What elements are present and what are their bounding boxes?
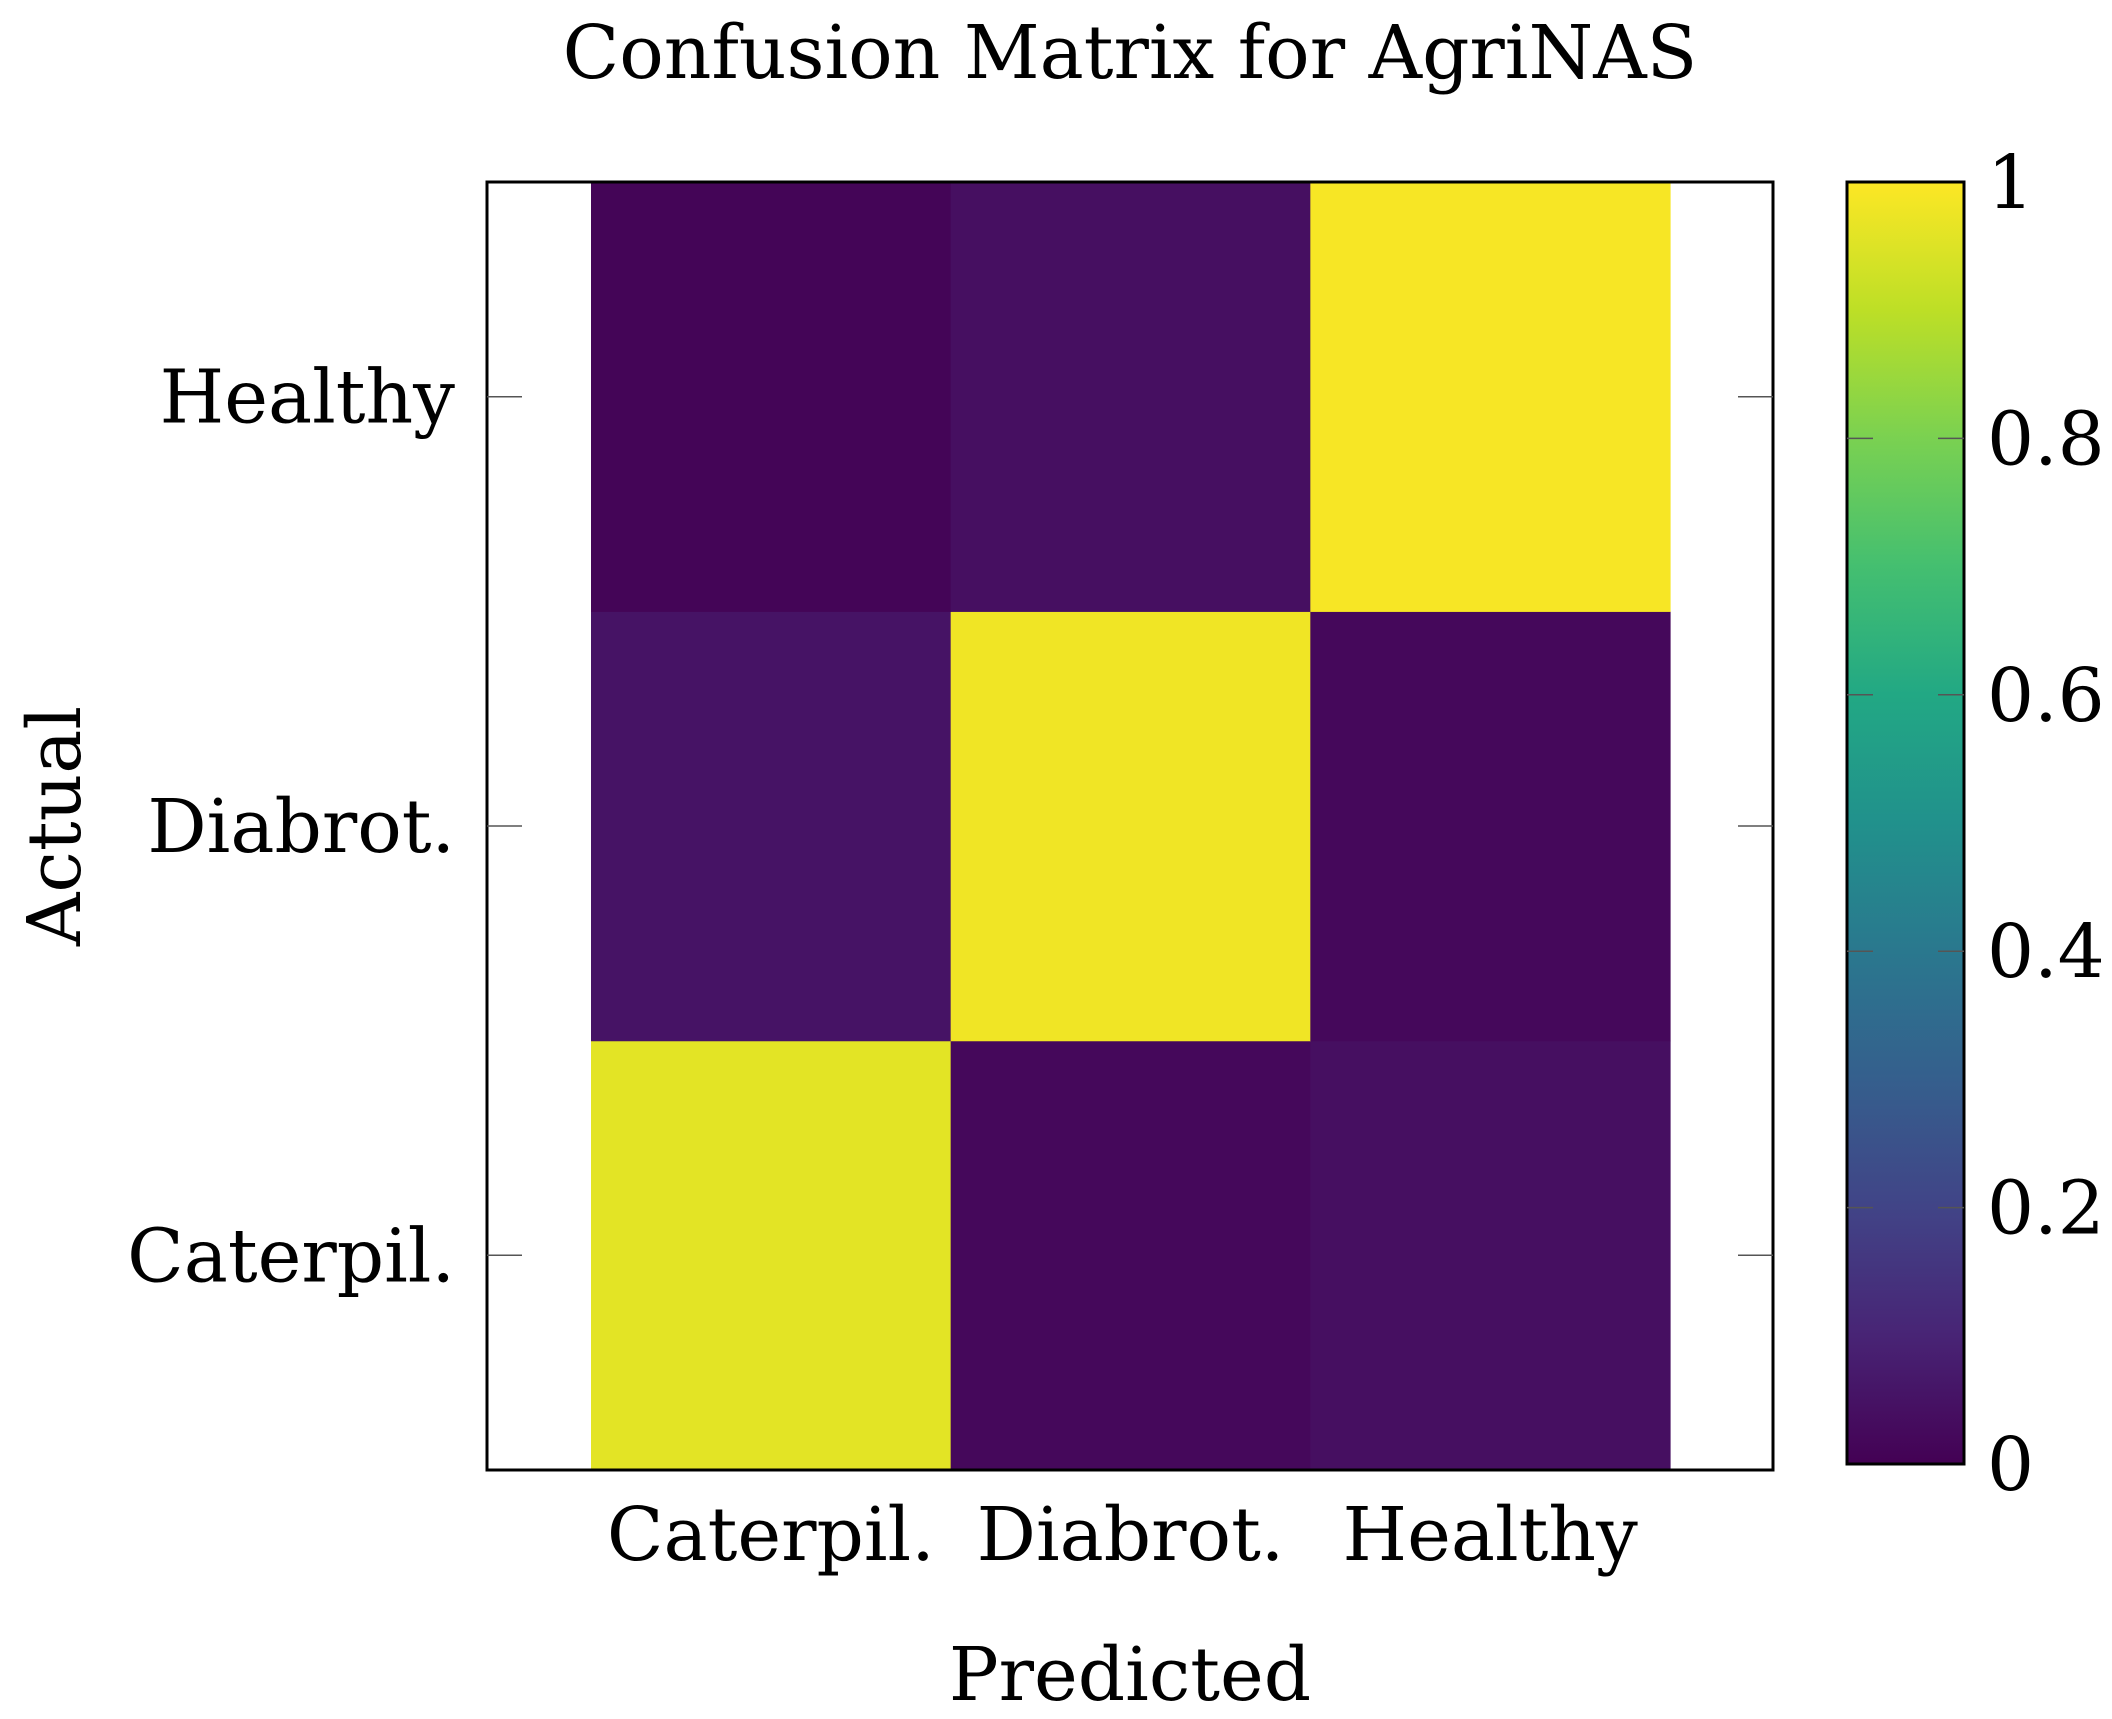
x-axis-label: Predicted — [949, 1632, 1311, 1718]
heatmap-cell — [591, 1040, 952, 1471]
x-tick-label: Caterpil. — [607, 1492, 935, 1578]
heatmap-cell — [950, 611, 1311, 1042]
heatmap-cell — [950, 182, 1311, 612]
colorbar-ticks: 0 0.2 0.4 0.6 0.8 1 — [1847, 140, 2105, 1508]
heatmap-cell — [1310, 182, 1671, 612]
heatmap-cell — [591, 182, 952, 612]
heatmap-cell — [1310, 611, 1671, 1042]
chart-title: Confusion Matrix for AgriNAS — [563, 10, 1698, 96]
x-tick-label: Diabrot. — [977, 1492, 1285, 1578]
colorbar-tick-label: 0 — [1987, 1422, 2034, 1508]
x-axis-ticks: Caterpil. Diabrot. Healthy — [607, 1492, 1638, 1578]
x-tick-label: Healthy — [1343, 1492, 1639, 1578]
y-axis-ticks: Caterpil. Diabrot. Healthy — [127, 355, 1773, 1299]
y-tick-label: Diabrot. — [147, 784, 455, 870]
y-tick-label: Healthy — [160, 355, 456, 441]
colorbar-tick-label: 0.8 — [1987, 396, 2105, 482]
y-tick-label: Caterpil. — [127, 1213, 455, 1299]
y-axis-label: Actual — [12, 706, 98, 947]
heatmap-cell — [1310, 1040, 1671, 1471]
colorbar-tick-label: 0.2 — [1987, 1166, 2105, 1252]
heatmap-cell — [591, 611, 952, 1042]
colorbar-tick-label: 1 — [1987, 140, 2034, 226]
heatmap-cell — [950, 1040, 1311, 1471]
colorbar — [1845, 180, 1966, 1466]
colorbar-tick-label: 0.6 — [1987, 653, 2105, 739]
heatmap-cells — [591, 182, 1671, 1471]
colorbar-tick-label: 0.4 — [1987, 909, 2105, 995]
